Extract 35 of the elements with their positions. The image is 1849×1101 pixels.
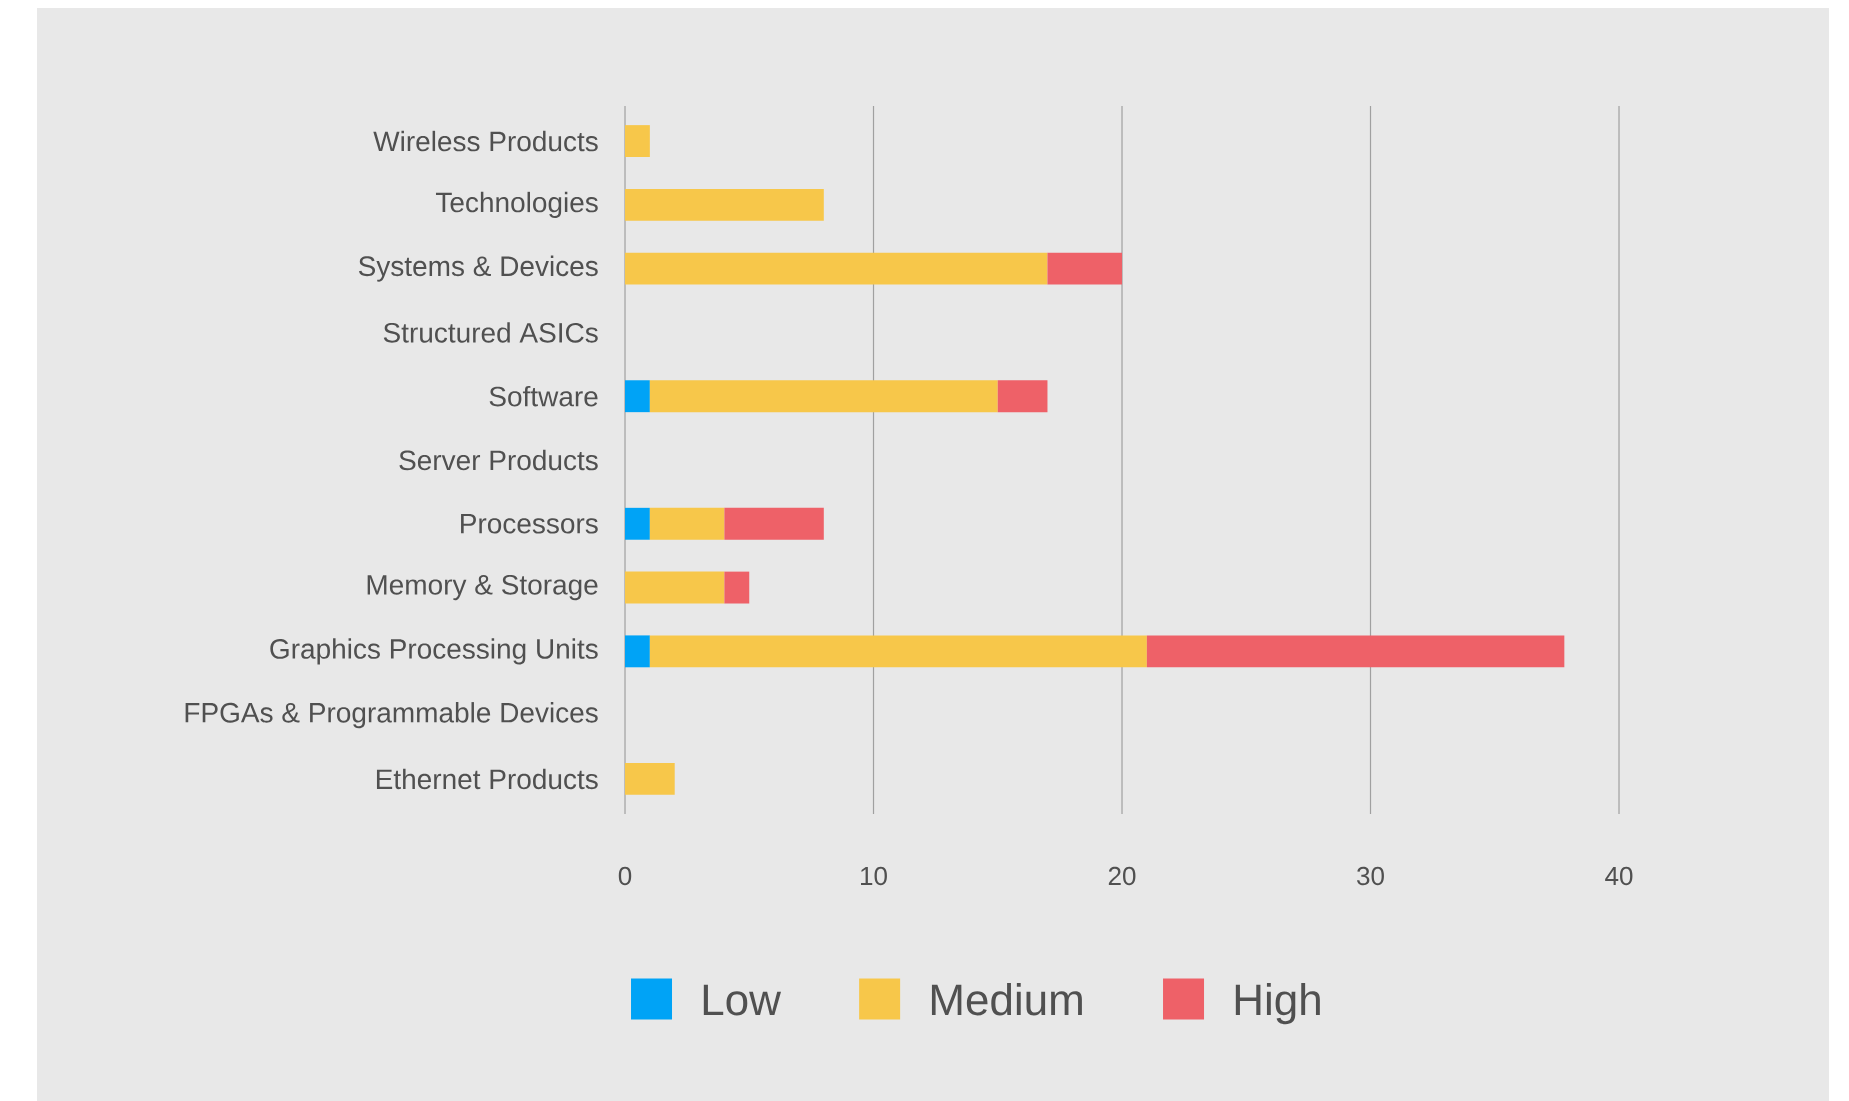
bar: [625, 380, 650, 413]
y-tick-label: Software: [489, 385, 598, 407]
bar: [649, 380, 998, 413]
bar: [997, 380, 1048, 413]
legend-label: Low: [703, 984, 782, 1016]
bar: [724, 507, 824, 540]
bar: [625, 252, 1048, 285]
bar: [1146, 635, 1565, 668]
y-tick-label: Ethernet Products: [376, 768, 598, 790]
x-tick-label: 20: [1108, 866, 1136, 886]
bar: [625, 507, 650, 540]
x-tick-label: 30: [1357, 866, 1384, 886]
bar: [625, 125, 650, 158]
y-tick-label: Processors: [461, 514, 598, 534]
x-tick-label: 10: [861, 866, 887, 886]
y-tick-label: Structured ASICs: [383, 322, 598, 343]
bar: [649, 507, 725, 540]
x-tick-label: 0: [618, 866, 632, 886]
bar: [724, 571, 750, 604]
y-tick-label: Server Products: [399, 449, 598, 471]
y-tick-label: Memory & Storage: [367, 574, 598, 601]
y-tick-label: Technologies: [435, 191, 598, 218]
bar: [625, 635, 650, 668]
legend-label: Medium: [931, 983, 1082, 1016]
bar: [625, 571, 725, 604]
bar: [649, 635, 1147, 668]
legend-label: High: [1235, 983, 1320, 1025]
bar: [1047, 252, 1122, 285]
y-tick-label: Graphics Processing Units: [270, 638, 598, 665]
y-tick-label: FPGAs & Programmable Devices: [185, 702, 598, 729]
x-tick-label: 40: [1605, 866, 1633, 886]
y-tick-label: Systems & Devices: [358, 255, 598, 282]
y-tick-label: Wireless Products: [373, 130, 598, 152]
bar: [625, 188, 824, 221]
bar: [625, 762, 675, 795]
